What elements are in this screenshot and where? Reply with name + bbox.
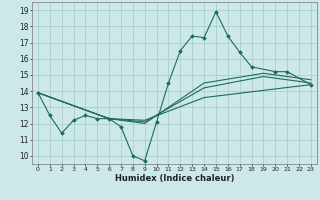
- X-axis label: Humidex (Indice chaleur): Humidex (Indice chaleur): [115, 174, 234, 183]
